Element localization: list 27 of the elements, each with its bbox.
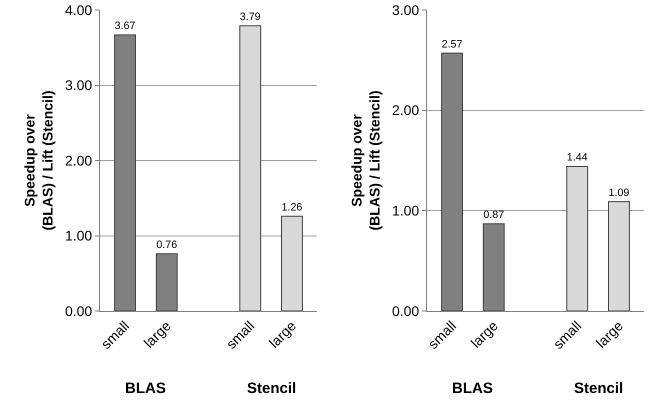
y-tick-label: 3.00 xyxy=(392,2,420,18)
y-tick-label: 2.00 xyxy=(392,102,420,118)
bar xyxy=(239,25,262,311)
text: BLAS xyxy=(452,380,493,397)
data-label: 0.87 xyxy=(483,208,504,221)
text: Stencil xyxy=(574,380,624,397)
y-tick-label: 1.00 xyxy=(64,228,92,244)
text: BLAS xyxy=(125,380,166,397)
y-axis-title: Speedup over (BLAS) / Lift (Stencil) xyxy=(21,90,56,230)
text: Stencil xyxy=(247,380,296,397)
y-tick-label: 1.00 xyxy=(392,202,420,219)
y-tick-label: 4.00 xyxy=(64,2,92,18)
data-label: 3.67 xyxy=(114,20,136,32)
y-axis-title: Speedup over (BLAS) / Lift (Stencil) xyxy=(348,90,383,230)
y-tick-label: 3.00 xyxy=(64,77,92,94)
data-label: 1.09 xyxy=(608,186,630,199)
y-tick-label: 0.00 xyxy=(64,302,92,319)
bar xyxy=(608,201,630,311)
y-tick-label: 2.00 xyxy=(64,152,92,168)
bar xyxy=(281,216,303,311)
data-label: 1.26 xyxy=(282,201,302,214)
data-label: 1.44 xyxy=(566,152,588,164)
y-tick-label: 0.00 xyxy=(392,302,420,319)
data-label: 3.79 xyxy=(240,10,261,23)
bar xyxy=(566,166,588,311)
data-label: 0.76 xyxy=(156,238,178,251)
data-label: 2.57 xyxy=(442,38,462,50)
